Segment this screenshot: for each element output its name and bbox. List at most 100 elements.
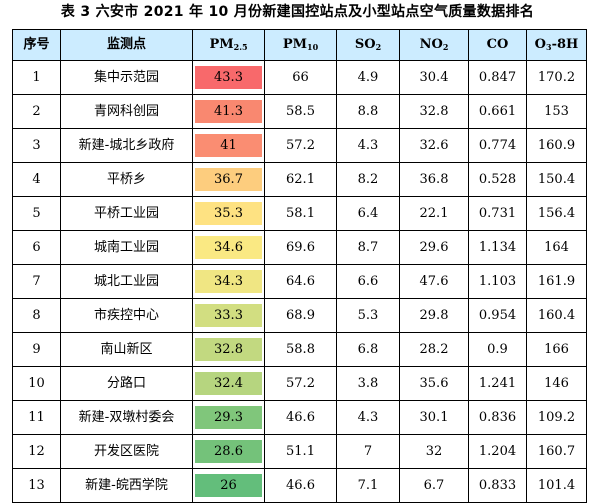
pm25-value: 35.3 [195, 202, 262, 225]
rank-cell: 4 [12, 162, 61, 197]
header-pm25-main: PM [209, 37, 234, 52]
co-cell: 0.833 [468, 468, 527, 503]
o3-cell: 170.2 [526, 60, 587, 95]
pm10-cell: 51.1 [264, 434, 337, 469]
pm25-cell: 34.3 [192, 264, 265, 299]
rank-cell: 5 [12, 196, 61, 231]
header-no2: NO2 [399, 29, 469, 61]
o3-cell: 160.9 [526, 128, 587, 163]
header-row: 序号 监测点 PM2.5 PM10 SO2 NO2 CO O3-8H [12, 29, 587, 61]
rank-cell: 11 [12, 400, 61, 435]
header-pm10-main: PM [282, 37, 308, 52]
table-row: 7 城北工业园 34.3 64.6 6.6 47.6 1.103 161.9 [12, 264, 587, 299]
o3-cell: 166 [526, 332, 587, 367]
so2-cell: 4.3 [336, 128, 400, 163]
station-cell: 集中示范园 [60, 60, 193, 95]
header-o3-sub: 3 [546, 42, 552, 52]
no2-cell: 29.6 [399, 230, 469, 265]
header-pm10: PM10 [264, 29, 337, 61]
pm10-cell: 46.6 [264, 468, 337, 503]
table-row: 12 开发区医院 28.6 51.1 7 32 1.204 160.7 [12, 434, 587, 469]
rank-cell: 8 [12, 298, 61, 333]
table-row: 8 市疾控中心 33.3 68.9 5.3 29.8 0.954 160.4 [12, 298, 587, 333]
pm25-cell: 26 [192, 468, 265, 503]
no2-cell: 47.6 [399, 264, 469, 299]
so2-cell: 7 [336, 434, 400, 469]
o3-cell: 160.4 [526, 298, 587, 333]
o3-cell: 160.7 [526, 434, 587, 469]
table-row: 1 集中示范园 43.3 66 4.9 30.4 0.847 170.2 [12, 60, 587, 95]
header-so2-sub: 2 [375, 42, 382, 52]
pm25-value: 26 [195, 474, 262, 497]
o3-cell: 109.2 [526, 400, 587, 435]
air-quality-table: 序号 监测点 PM2.5 PM10 SO2 NO2 CO O3-8H 1 集中示… [12, 29, 587, 503]
so2-cell: 7.1 [336, 468, 400, 503]
no2-cell: 29.8 [399, 298, 469, 333]
o3-cell: 156.4 [526, 196, 587, 231]
header-co: CO [468, 29, 527, 61]
co-cell: 0.731 [468, 196, 527, 231]
pm25-cell: 43.3 [192, 60, 265, 95]
rank-cell: 6 [12, 230, 61, 265]
header-so2-main: SO [354, 37, 376, 52]
page: 表 3 六安市 2021 年 10 月份新建国控站点及小型站点空气质量数据排名 … [12, 4, 587, 503]
station-cell: 城北工业园 [60, 264, 193, 299]
table-row: 13 新建-皖西学院 26 46.6 7.1 6.7 0.833 101.4 [12, 468, 587, 503]
pm10-cell: 69.6 [264, 230, 337, 265]
pm25-cell: 33.3 [192, 298, 265, 333]
table-row: 9 南山新区 32.8 58.8 6.8 28.2 0.9 166 [12, 332, 587, 367]
o3-cell: 101.4 [526, 468, 587, 503]
pm25-value: 33.3 [195, 304, 262, 327]
rank-cell: 9 [12, 332, 61, 367]
pm10-cell: 46.6 [264, 400, 337, 435]
so2-cell: 6.6 [336, 264, 400, 299]
rank-cell: 2 [12, 94, 61, 129]
pm25-cell: 32.8 [192, 332, 265, 367]
header-no2-main: NO [419, 37, 443, 52]
rank-cell: 10 [12, 366, 61, 401]
table-body: 1 集中示范园 43.3 66 4.9 30.4 0.847 170.2 2 青… [12, 60, 587, 503]
station-cell: 开发区医院 [60, 434, 193, 469]
header-pm25: PM2.5 [192, 29, 265, 61]
table-row: 5 平桥工业园 35.3 58.1 6.4 22.1 0.731 156.4 [12, 196, 587, 231]
table-title: 表 3 六安市 2021 年 10 月份新建国控站点及小型站点空气质量数据排名 [60, 4, 535, 20]
pm25-cell: 28.6 [192, 434, 265, 469]
pm25-cell: 34.6 [192, 230, 265, 265]
no2-cell: 22.1 [399, 196, 469, 231]
table-row: 6 城南工业园 34.6 69.6 8.7 29.6 1.134 164 [12, 230, 587, 265]
table-row: 3 新建-城北乡政府 41 57.2 4.3 32.6 0.774 160.9 [12, 128, 587, 163]
co-cell: 1.134 [468, 230, 527, 265]
pm25-value: 34.3 [195, 270, 262, 293]
o3-cell: 153 [526, 94, 587, 129]
pm10-cell: 58.8 [264, 332, 337, 367]
station-cell: 青网科创园 [60, 94, 193, 129]
pm25-cell: 32.4 [192, 366, 265, 401]
no2-cell: 32 [399, 434, 469, 469]
no2-cell: 30.4 [399, 60, 469, 95]
table-row: 10 分路口 32.4 57.2 3.8 35.6 1.241 146 [12, 366, 587, 401]
pm25-value: 32.4 [195, 372, 262, 395]
so2-cell: 4.9 [336, 60, 400, 95]
table-row: 4 平桥乡 36.7 62.1 8.2 36.8 0.528 150.4 [12, 162, 587, 197]
co-cell: 0.774 [468, 128, 527, 163]
so2-cell: 3.8 [336, 366, 400, 401]
co-cell: 0.9 [468, 332, 527, 367]
pm25-cell: 36.7 [192, 162, 265, 197]
pm10-cell: 58.1 [264, 196, 337, 231]
co-cell: 0.954 [468, 298, 527, 333]
station-cell: 平桥乡 [60, 162, 193, 197]
co-cell: 0.661 [468, 94, 527, 129]
pm25-value: 29.3 [195, 406, 262, 429]
no2-cell: 28.2 [399, 332, 469, 367]
pm25-value: 41 [195, 134, 262, 157]
pm25-value: 28.6 [195, 440, 262, 463]
station-cell: 市疾控中心 [60, 298, 193, 333]
rank-cell: 3 [12, 128, 61, 163]
so2-cell: 6.8 [336, 332, 400, 367]
pm10-cell: 64.6 [264, 264, 337, 299]
pm25-value: 43.3 [195, 66, 262, 89]
pm25-cell: 29.3 [192, 400, 265, 435]
rank-cell: 7 [12, 264, 61, 299]
so2-cell: 5.3 [336, 298, 400, 333]
co-cell: 1.103 [468, 264, 527, 299]
